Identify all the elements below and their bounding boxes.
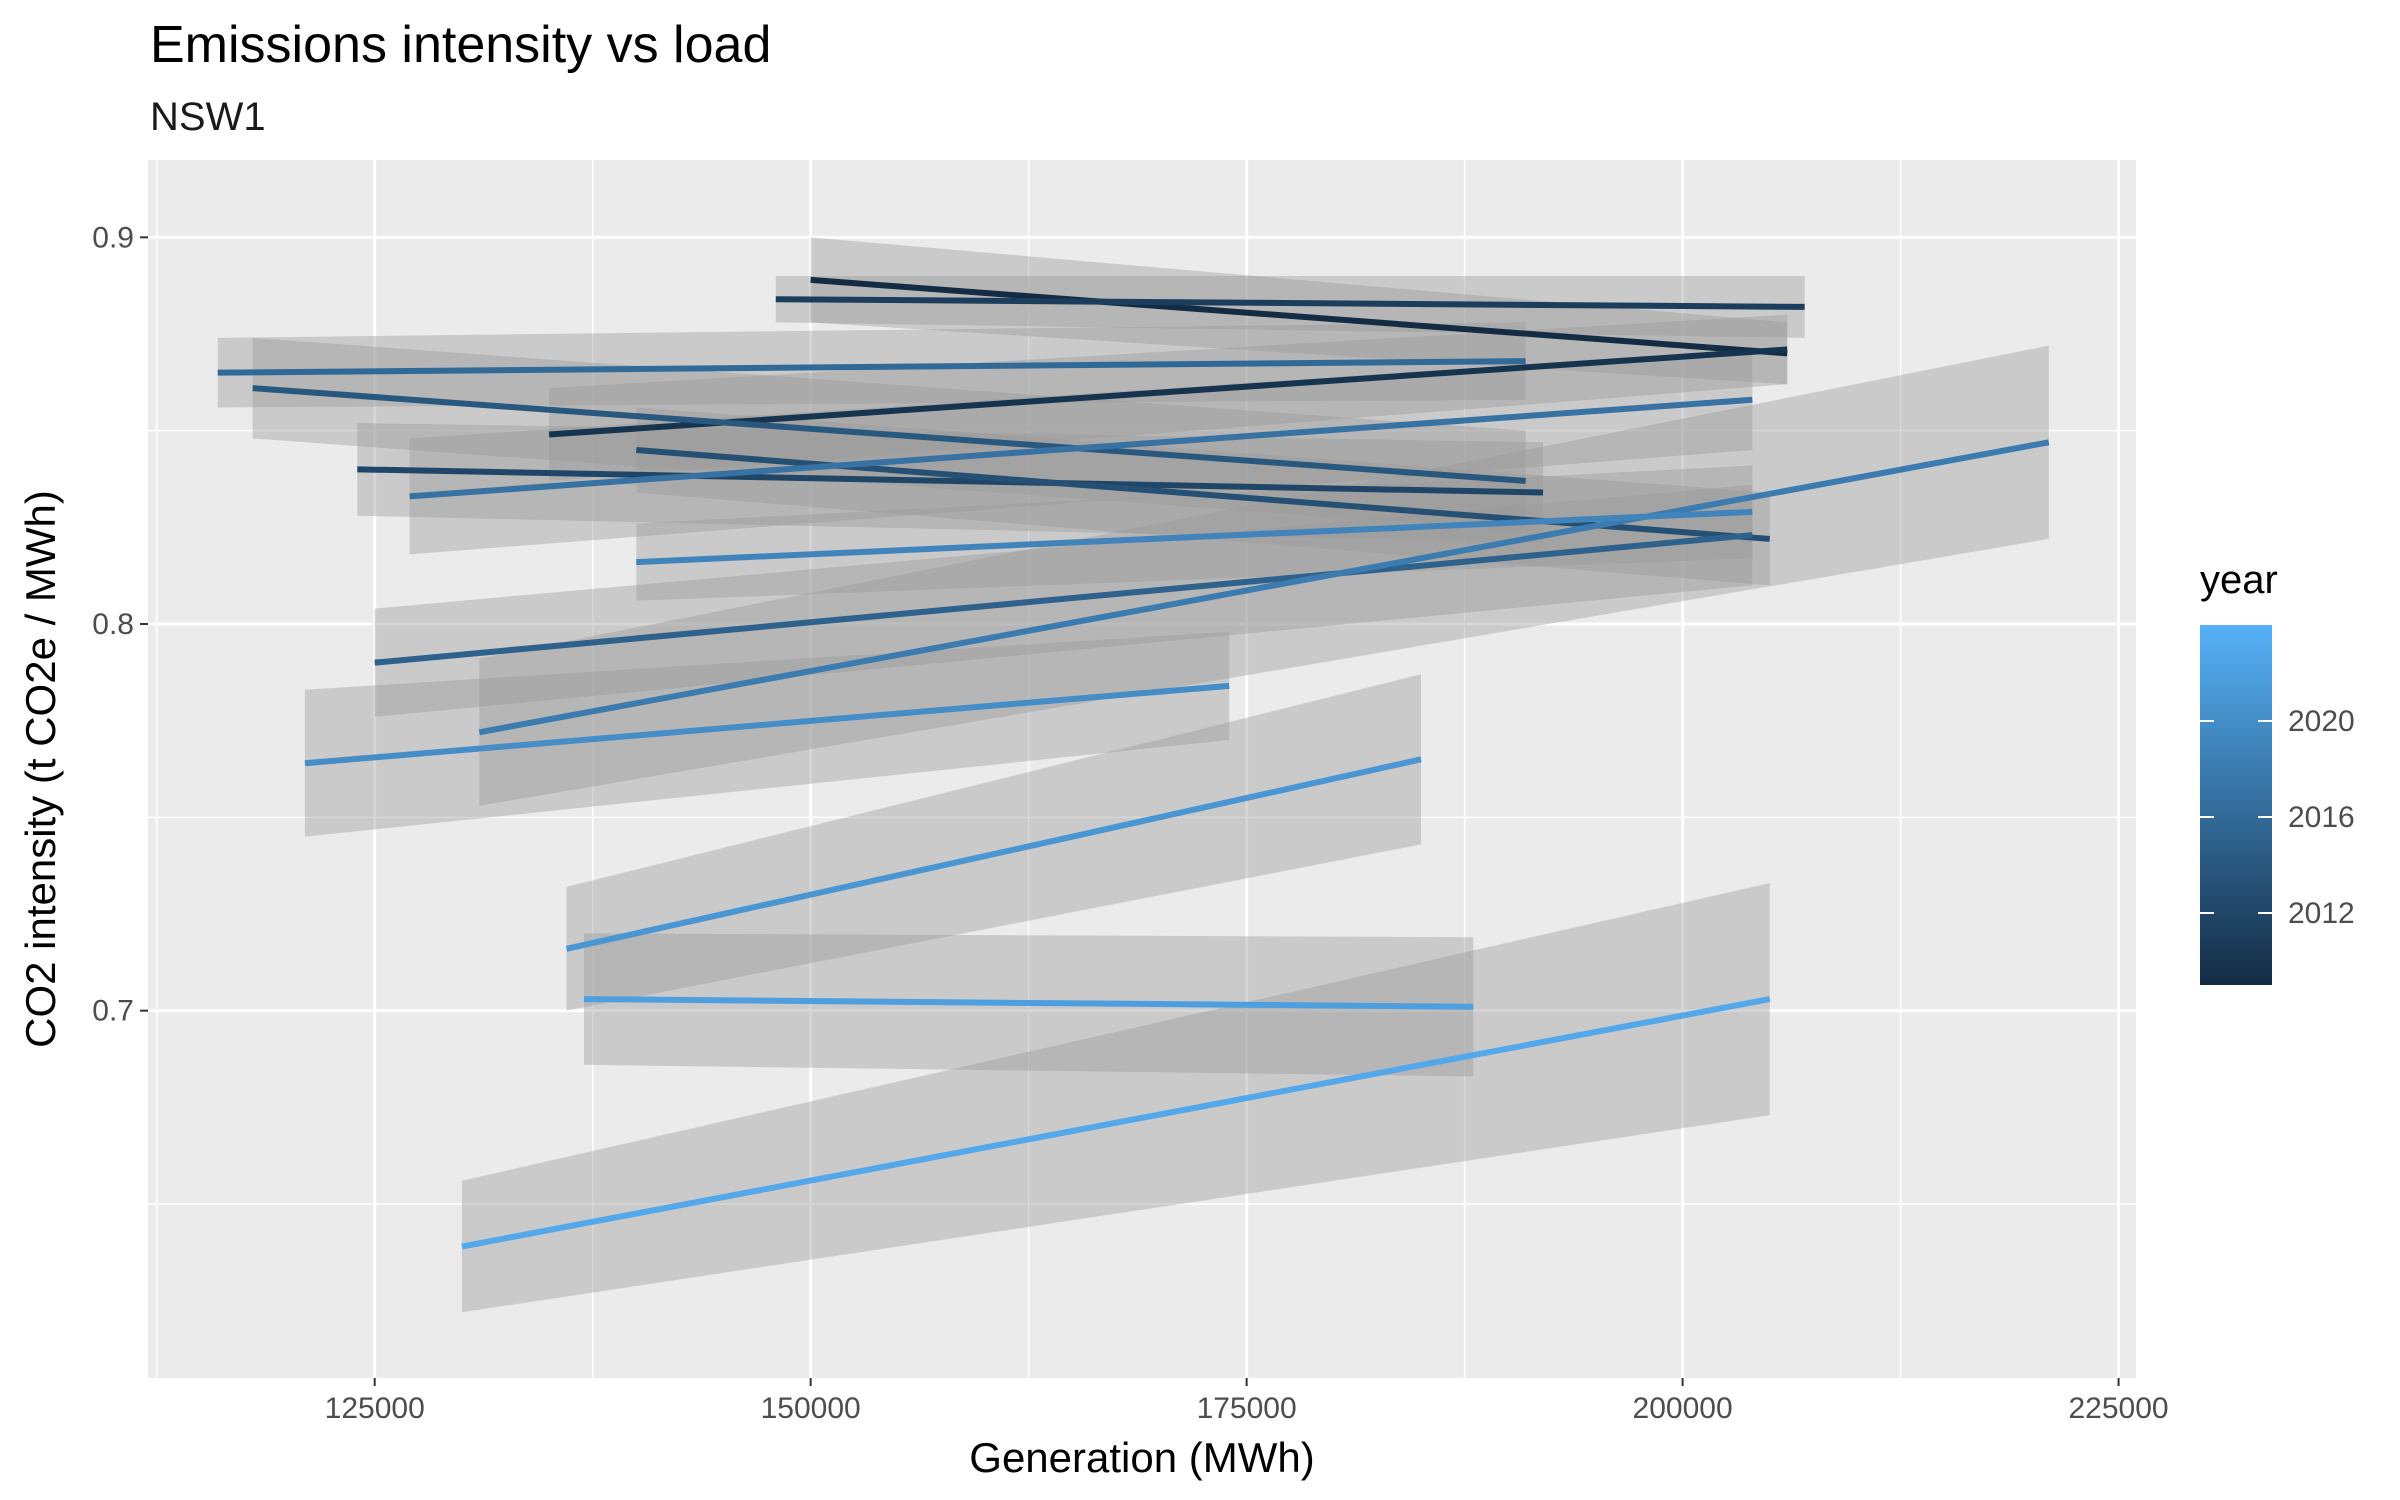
- confidence-ribbon: [566, 674, 1422, 1011]
- regression-line: [304, 682, 1230, 767]
- y-tick-label: 0.8: [92, 608, 134, 641]
- regression-line: [478, 439, 2050, 736]
- confidence-ribbon: [461, 883, 1770, 1313]
- legend-title: year: [2200, 558, 2278, 602]
- legend-tick-label: 2020: [2288, 705, 2355, 738]
- confidence-ribbon: [636, 465, 1753, 601]
- regression-line: [775, 296, 1805, 310]
- regression-line: [252, 385, 1526, 484]
- chart-title: Emissions intensity vs load: [150, 16, 771, 74]
- confidence-ribbon: [810, 237, 1788, 385]
- regression-line: [810, 276, 1788, 357]
- regression-line: [409, 396, 1753, 500]
- confidence-ribbon: [479, 345, 2049, 806]
- regression-line: [357, 466, 1544, 496]
- regression-line: [374, 532, 1753, 666]
- regression-line: [636, 508, 1753, 566]
- y-tick-label: 0.9: [92, 221, 134, 254]
- major-gridlines: [148, 160, 2136, 1378]
- confidence-ribbon: [409, 349, 1753, 555]
- y-tick-label: 0.7: [92, 995, 134, 1028]
- legend-tick-label: 2012: [2288, 897, 2355, 930]
- regression-line: [565, 756, 1422, 952]
- legend-tick-label: 2016: [2288, 801, 2355, 834]
- legend-ticks: 2012 2016 2020: [2200, 705, 2355, 930]
- x-tick-label: 175000: [1197, 1392, 1297, 1425]
- regression-lines: [217, 276, 2050, 1250]
- x-tick-label: 225000: [2069, 1392, 2169, 1425]
- confidence-ribbon: [775, 276, 1805, 338]
- x-axis-title: Generation (MWh): [969, 1434, 1314, 1481]
- x-tick-label: 200000: [1633, 1392, 1733, 1425]
- x-tick-label: 125000: [325, 1392, 425, 1425]
- x-axis-ticks: 125000 150000 175000 200000 225000: [325, 1378, 2169, 1425]
- confidence-ribbon: [304, 631, 1230, 837]
- legend: year 2012 2016 2020: [2200, 558, 2355, 985]
- chart-subtitle: NSW1: [150, 95, 266, 139]
- y-axis-title: CO2 intensity (t CO2e / MWh): [17, 490, 64, 1048]
- regression-line: [461, 996, 1771, 1250]
- x-tick-label: 150000: [761, 1392, 861, 1425]
- regression-line: [548, 346, 1788, 438]
- regression-line: [217, 358, 1526, 376]
- legend-colorbar: [2200, 625, 2272, 985]
- y-axis-ticks: 0.7 0.8 0.9: [92, 221, 148, 1028]
- confidence-ribbon: [549, 314, 1788, 481]
- regression-line: [583, 996, 1474, 1010]
